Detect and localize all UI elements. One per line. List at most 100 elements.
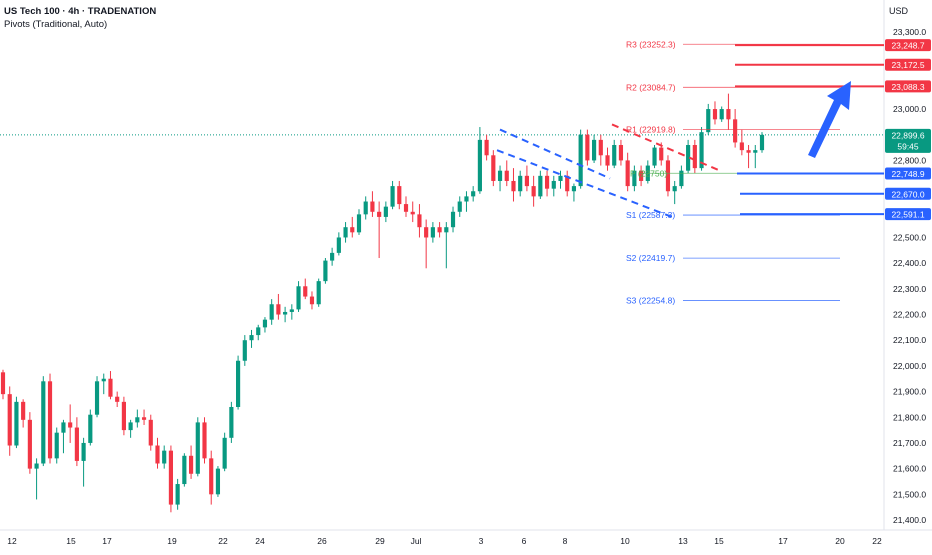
candle-body bbox=[759, 134, 765, 151]
candle-body bbox=[370, 201, 375, 212]
candle-body bbox=[652, 147, 657, 166]
candle-body bbox=[558, 175, 563, 181]
y-tick-label: 22,800.0 bbox=[893, 155, 926, 165]
candle-body bbox=[659, 147, 664, 161]
pivot-label-s2: S2 (22419.7) bbox=[626, 253, 675, 263]
candle-body bbox=[712, 109, 718, 120]
candle-body bbox=[632, 170, 637, 187]
candle-body bbox=[121, 401, 126, 431]
candle-body bbox=[538, 175, 543, 197]
candle-body bbox=[7, 394, 12, 446]
candle-body bbox=[141, 417, 147, 420]
candle-body bbox=[34, 463, 39, 469]
candle-body bbox=[283, 311, 288, 315]
candle-body bbox=[390, 186, 395, 207]
currency-label[interactable]: USD bbox=[889, 6, 909, 16]
candle-body bbox=[135, 417, 140, 423]
candle-body bbox=[336, 237, 341, 253]
resistance-price-2: 23,172.5 bbox=[891, 60, 924, 70]
candle-body bbox=[289, 309, 294, 312]
candle-body bbox=[47, 381, 53, 459]
candle-body bbox=[195, 422, 200, 474]
candle-body bbox=[605, 155, 610, 166]
candle-body bbox=[101, 378, 106, 382]
candle-body bbox=[168, 450, 174, 505]
last-price-value: 22,899.6 bbox=[891, 130, 924, 140]
candle-body bbox=[598, 139, 603, 156]
candle-body bbox=[115, 396, 120, 402]
x-tick-label: 15 bbox=[66, 536, 76, 546]
candle-body bbox=[464, 196, 469, 202]
candle-body bbox=[41, 381, 46, 464]
candle-body bbox=[444, 227, 449, 233]
candle-body bbox=[0, 372, 6, 395]
y-tick-label: 23,300.0 bbox=[893, 27, 926, 37]
candle-body bbox=[68, 422, 73, 428]
x-tick-label: 17 bbox=[778, 536, 788, 546]
symbol-title[interactable]: US Tech 100 · 4h · TRADENATION bbox=[4, 6, 157, 17]
support-price-1: 22,748.9 bbox=[891, 169, 924, 179]
candle-body bbox=[128, 422, 133, 431]
candle-body bbox=[276, 304, 281, 315]
channel-upper-line bbox=[499, 128, 611, 180]
x-tick-label: Jul bbox=[411, 536, 422, 546]
last-price-tag bbox=[885, 128, 931, 153]
y-tick-label: 22,100.0 bbox=[893, 335, 926, 345]
resistance-tag-2 bbox=[885, 58, 931, 71]
candle-body bbox=[256, 327, 261, 336]
candle-body bbox=[222, 437, 227, 469]
candle-body bbox=[229, 406, 234, 438]
candle-body bbox=[403, 204, 409, 212]
candle-body bbox=[544, 175, 550, 189]
candle-body bbox=[578, 134, 583, 187]
x-tick-label: 10 bbox=[620, 536, 630, 546]
candle-body bbox=[397, 186, 402, 205]
candle-body bbox=[323, 260, 328, 282]
y-tick-label: 22,200.0 bbox=[893, 310, 926, 320]
x-tick-label: 6 bbox=[522, 536, 527, 546]
y-tick-label: 22,400.0 bbox=[893, 258, 926, 268]
x-tick-label: 29 bbox=[375, 536, 385, 546]
y-tick-label: 21,500.0 bbox=[893, 489, 926, 499]
candle-body bbox=[457, 201, 462, 212]
countdown-timer: 59:45 bbox=[897, 141, 919, 151]
x-tick-label: 22 bbox=[872, 536, 882, 546]
indicator-name[interactable]: Pivots (Traditional, Auto) bbox=[4, 19, 108, 30]
candle-body bbox=[551, 180, 556, 189]
candle-body bbox=[148, 419, 153, 446]
support-tag-1 bbox=[885, 167, 931, 180]
pivot-label-p: P (22750) bbox=[630, 168, 667, 178]
candle-body bbox=[672, 186, 677, 192]
candle-body bbox=[437, 227, 442, 233]
candle-body bbox=[706, 109, 711, 133]
candle-body bbox=[316, 281, 321, 305]
x-tick-label: 12 bbox=[7, 536, 17, 546]
candle-body bbox=[269, 304, 274, 320]
candle-body bbox=[182, 455, 187, 485]
x-tick-label: 3 bbox=[479, 536, 484, 546]
candle-body bbox=[484, 139, 489, 156]
candle-body bbox=[330, 252, 335, 261]
candle-body bbox=[424, 227, 429, 238]
candle-body bbox=[108, 378, 113, 397]
candle-body bbox=[739, 142, 744, 151]
x-tick-label: 15 bbox=[714, 536, 724, 546]
pivot-label-s1: S1 (22587.3) bbox=[626, 210, 675, 220]
pivot-label-r2: R2 (23084.7) bbox=[626, 82, 676, 92]
candle-body bbox=[249, 335, 254, 341]
candle-body bbox=[692, 145, 697, 169]
candle-body bbox=[343, 227, 348, 238]
resistance-price-3: 23,088.3 bbox=[891, 82, 924, 92]
x-tick-label: 13 bbox=[678, 536, 688, 546]
candle-body bbox=[54, 432, 59, 459]
candle-body bbox=[591, 139, 597, 161]
candle-body bbox=[497, 170, 503, 181]
candle-body bbox=[686, 145, 691, 171]
candle-body bbox=[565, 175, 570, 192]
x-tick-label: 26 bbox=[317, 536, 327, 546]
candle-body bbox=[531, 186, 536, 197]
x-tick-label: 8 bbox=[563, 536, 568, 546]
candle-body bbox=[585, 134, 590, 161]
